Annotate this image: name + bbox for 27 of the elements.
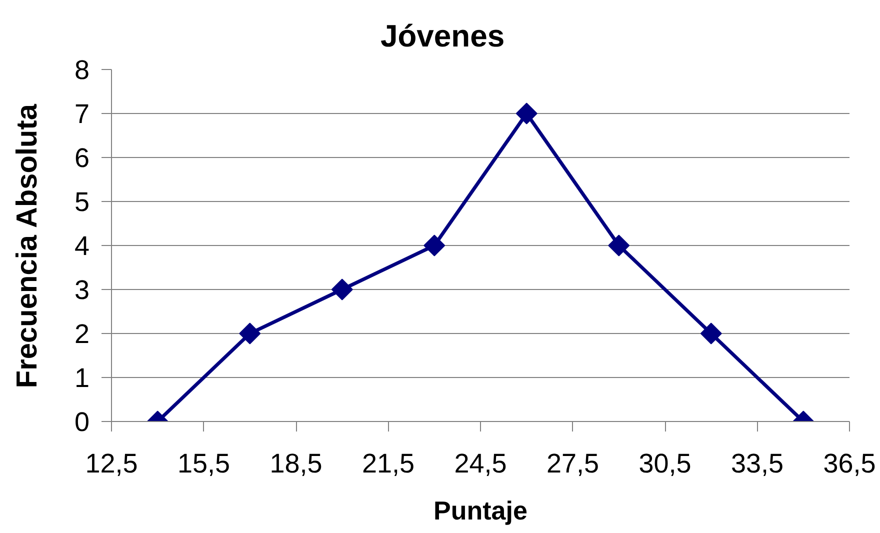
point [424,234,446,256]
y-tick-label: 0 [74,407,90,437]
x-tick-label: 27,5 [546,448,600,478]
point [700,322,722,344]
point [331,278,353,300]
y-tick-label: 8 [74,55,90,85]
x-tick-label: 15,5 [177,448,230,478]
y-axis-title: Frecuencia Absoluta [11,103,44,388]
x-tick-label: 30,5 [638,448,692,478]
x-tick-label: 21,5 [362,448,415,478]
y-tick-label: 7 [74,99,90,129]
y-tick-label: 1 [74,363,90,393]
chart-title: Jóvenes [380,18,505,54]
point [608,234,630,256]
x-tick-label: 24,5 [454,448,507,478]
point [516,102,538,124]
point [239,322,261,344]
y-tick-label: 3 [74,275,90,305]
x-tick-label: 18,5 [270,448,322,478]
y-tick-label: 2 [74,319,90,349]
y-tick-label: 6 [74,143,90,173]
x-tick-label: 33,5 [730,448,784,478]
x-axis-title: Puntaje [434,496,528,526]
y-tick-label: 5 [74,187,90,217]
x-tick-label: 12,5 [85,448,138,478]
y-tick-label: 4 [74,231,90,261]
x-tick-label: 36,5 [823,448,876,478]
